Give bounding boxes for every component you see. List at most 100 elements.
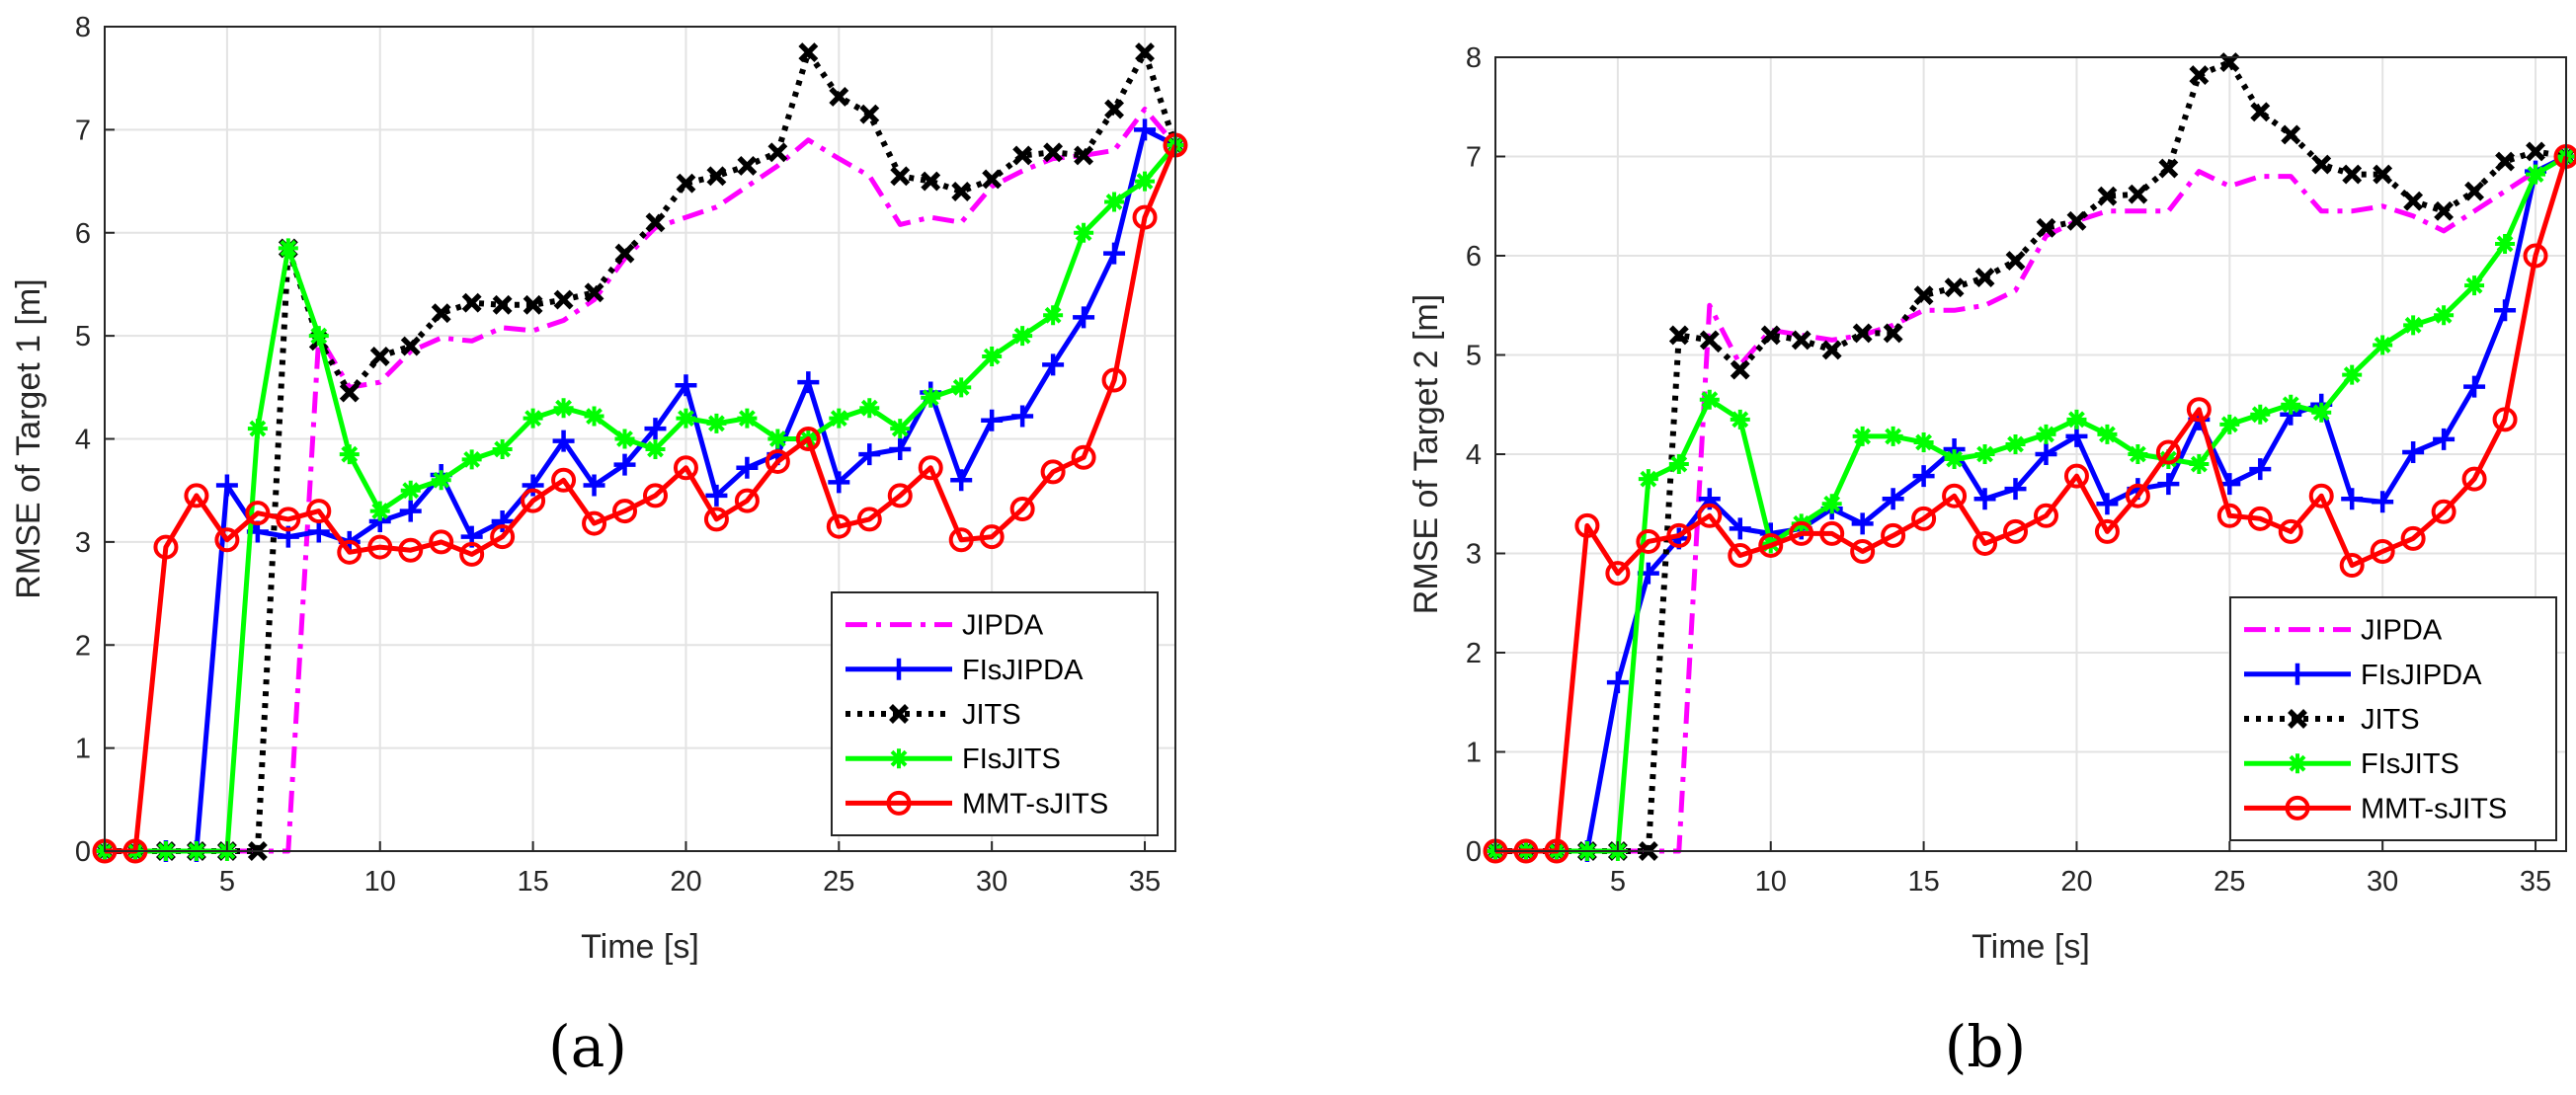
data-point: [2036, 424, 2056, 444]
data-point: [367, 534, 393, 560]
data-point: [981, 409, 1004, 431]
data-point: [523, 294, 543, 315]
data-point: [1668, 454, 1689, 475]
x-tick-label: 10: [1755, 866, 1787, 898]
data-point: [2097, 424, 2118, 444]
data-point: [553, 289, 574, 310]
data-point: [887, 483, 913, 508]
x-tick-label: 20: [670, 866, 701, 898]
panel-caption: (b): [1945, 1013, 2026, 1080]
data-point: [951, 182, 972, 201]
y-tick-label: 5: [75, 321, 91, 352]
data-point: [1042, 353, 1065, 376]
data-point: [2281, 394, 2301, 415]
y-axis-label: RMSE of Target 2 [m]: [1408, 294, 1445, 614]
y-tick-label: 8: [1466, 42, 1482, 74]
data-point: [2066, 409, 2087, 430]
x-tick-label: 15: [1907, 866, 1939, 898]
data-point: [859, 104, 880, 124]
data-point: [1729, 517, 1751, 540]
chart-panel-b: 5 10 15 20 25 30 35 0 1 2 3 4 5 6 7 8 Time [s] RMSE of Ta…: [1408, 42, 2576, 1080]
series-line: [105, 144, 1178, 854]
data-point: [2066, 210, 2087, 231]
data-point: [306, 499, 332, 524]
data-point: [1974, 444, 1995, 464]
y-tick-label: 7: [1466, 142, 1482, 174]
legend-label: JIPDA: [2361, 615, 2443, 647]
data-point: [736, 456, 759, 479]
data-point: [2004, 478, 2027, 501]
chart-panel-a: 5 10 15 20 25 30 35 0 1 2 3 4 5 6 7 8 Time [s] RMSE of Ta…: [10, 12, 1188, 1080]
data-point: [2342, 364, 2363, 385]
data-point: [705, 484, 728, 507]
panel-caption: (a): [548, 1013, 627, 1080]
data-point: [1728, 543, 1753, 569]
data-point: [856, 507, 882, 532]
data-point: [1636, 528, 1661, 554]
data-point: [2128, 184, 2148, 204]
data-point: [859, 398, 880, 419]
data-point: [673, 455, 698, 481]
data-point: [737, 408, 758, 429]
data-point: [1134, 118, 1157, 141]
data-point: [2125, 483, 2150, 508]
data-point: [613, 453, 636, 476]
data-point: [523, 408, 543, 429]
data-point: [1638, 469, 1658, 490]
data-point: [767, 142, 788, 163]
data-point: [1852, 323, 1873, 344]
x-tick-label: 25: [2214, 866, 2245, 898]
data-point: [767, 429, 788, 449]
data-point: [2250, 102, 2271, 122]
data-point: [1606, 671, 1629, 694]
series-mmt-sjits: [92, 132, 1188, 864]
legend-label: JITS: [962, 699, 1021, 731]
data-point: [247, 419, 268, 439]
legend-entry: MMT-sJITS: [2244, 793, 2507, 824]
data-point: [584, 406, 604, 427]
data-point: [2526, 164, 2546, 185]
y-tick-label: 1: [75, 734, 91, 765]
data-point: [584, 282, 604, 303]
data-point: [153, 534, 179, 560]
x-tick-label: 10: [364, 866, 396, 898]
x-tick-label: 5: [1610, 866, 1626, 898]
data-point: [1972, 530, 1998, 556]
data-point: [429, 529, 454, 555]
data-point: [1011, 405, 1034, 428]
data-point: [2342, 164, 2363, 185]
y-tick-label: 5: [1466, 341, 1482, 372]
data-point: [2036, 217, 2056, 238]
data-point: [612, 499, 638, 524]
data-point: [2094, 518, 2120, 544]
legend-entry: JIPDA: [2244, 615, 2443, 647]
y-tick-label: 0: [75, 836, 91, 868]
data-point: [1913, 285, 1934, 306]
data-point: [552, 430, 575, 452]
data-point: [1821, 494, 1842, 514]
data-point: [398, 537, 424, 563]
data-point: [1758, 532, 1784, 558]
data-point: [1074, 145, 1094, 166]
data-point: [399, 500, 422, 522]
data-point: [2063, 463, 2089, 489]
x-axis-label: Time [s]: [1972, 928, 2090, 966]
data-point: [2219, 414, 2240, 434]
data-point: [1101, 367, 1127, 393]
legend-marker: [889, 748, 909, 769]
data-point: [1974, 268, 1995, 288]
data-point: [2372, 491, 2394, 513]
data-point: [1882, 488, 1904, 510]
series-mmt-sjits: [1483, 144, 2576, 864]
series-line: [1495, 155, 2569, 854]
data-point: [1043, 305, 1064, 326]
legend-label: FIsJIPDA: [962, 655, 1084, 686]
data-point: [1821, 340, 1842, 360]
data-point: [2278, 518, 2303, 544]
data-point: [2431, 499, 2456, 524]
data-point: [979, 524, 1005, 550]
legend-marker: [888, 658, 910, 680]
data-point: [431, 470, 451, 491]
data-point: [2403, 315, 2424, 336]
data-point: [1135, 171, 1156, 192]
